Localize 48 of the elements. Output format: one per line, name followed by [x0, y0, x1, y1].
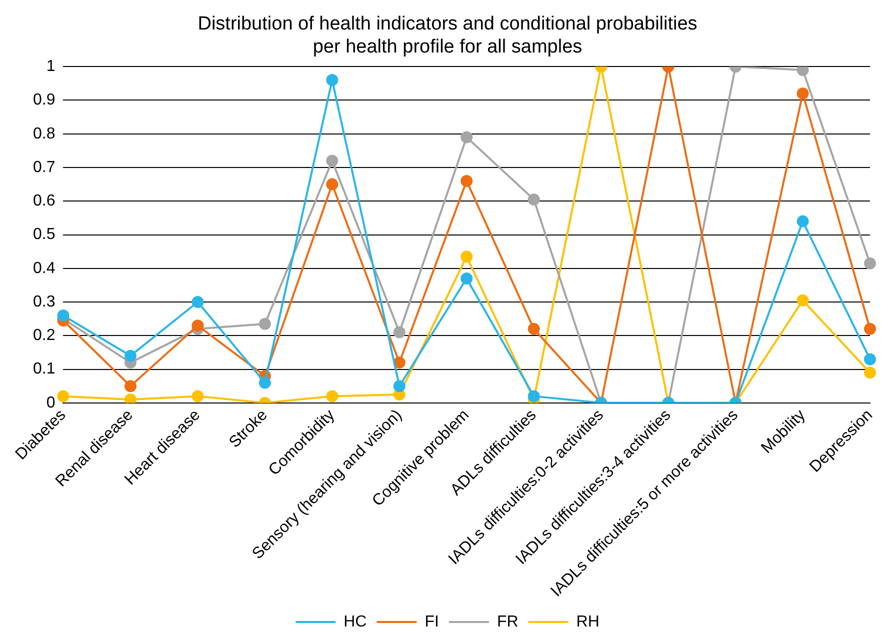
y-tick-label: 0.4 [32, 260, 56, 277]
point [864, 353, 876, 366]
point [192, 296, 204, 308]
y-tick-label: 0 [46, 394, 56, 412]
point [460, 131, 473, 144]
y-tick-label: 0.5 [32, 226, 56, 244]
point [864, 322, 876, 335]
point [124, 380, 136, 392]
y-tick-label: 0.7 [32, 158, 56, 176]
legend-label: HC [344, 613, 367, 630]
point [326, 178, 338, 190]
point [393, 326, 406, 338]
point [460, 272, 473, 284]
point [528, 193, 540, 206]
point [796, 215, 809, 228]
point [864, 366, 876, 379]
point [57, 309, 70, 322]
point [326, 390, 338, 402]
point [124, 350, 136, 362]
point [326, 154, 338, 167]
point [258, 318, 271, 330]
point [393, 356, 406, 369]
chart-title: Distribution of health indicators and conditional probabilities per health profile for all samples [198, 14, 698, 58]
point [393, 380, 406, 392]
y-tick-label: 1 [46, 58, 56, 76]
point [796, 88, 809, 100]
point [124, 394, 136, 403]
point [192, 390, 204, 402]
point [192, 320, 204, 332]
y-tick-label: 0.3 [32, 293, 56, 310]
point [258, 376, 271, 389]
legend-label: FR [496, 613, 518, 630]
point [864, 257, 876, 270]
point [326, 74, 338, 86]
point [528, 390, 540, 402]
point [796, 294, 809, 306]
legend-label: RH [576, 613, 600, 630]
y-tick-label: 0.8 [32, 125, 56, 142]
point [460, 174, 473, 187]
point [796, 66, 809, 76]
point [57, 390, 70, 402]
y-tick-label: 0.6 [32, 192, 56, 210]
legend-label: FI [424, 613, 439, 630]
y-tick-label: 0.1 [32, 360, 56, 378]
point [528, 322, 540, 335]
y-tick-label: 0.9 [32, 92, 56, 109]
y-tick-label: 0.2 [32, 327, 56, 344]
point [460, 250, 473, 263]
